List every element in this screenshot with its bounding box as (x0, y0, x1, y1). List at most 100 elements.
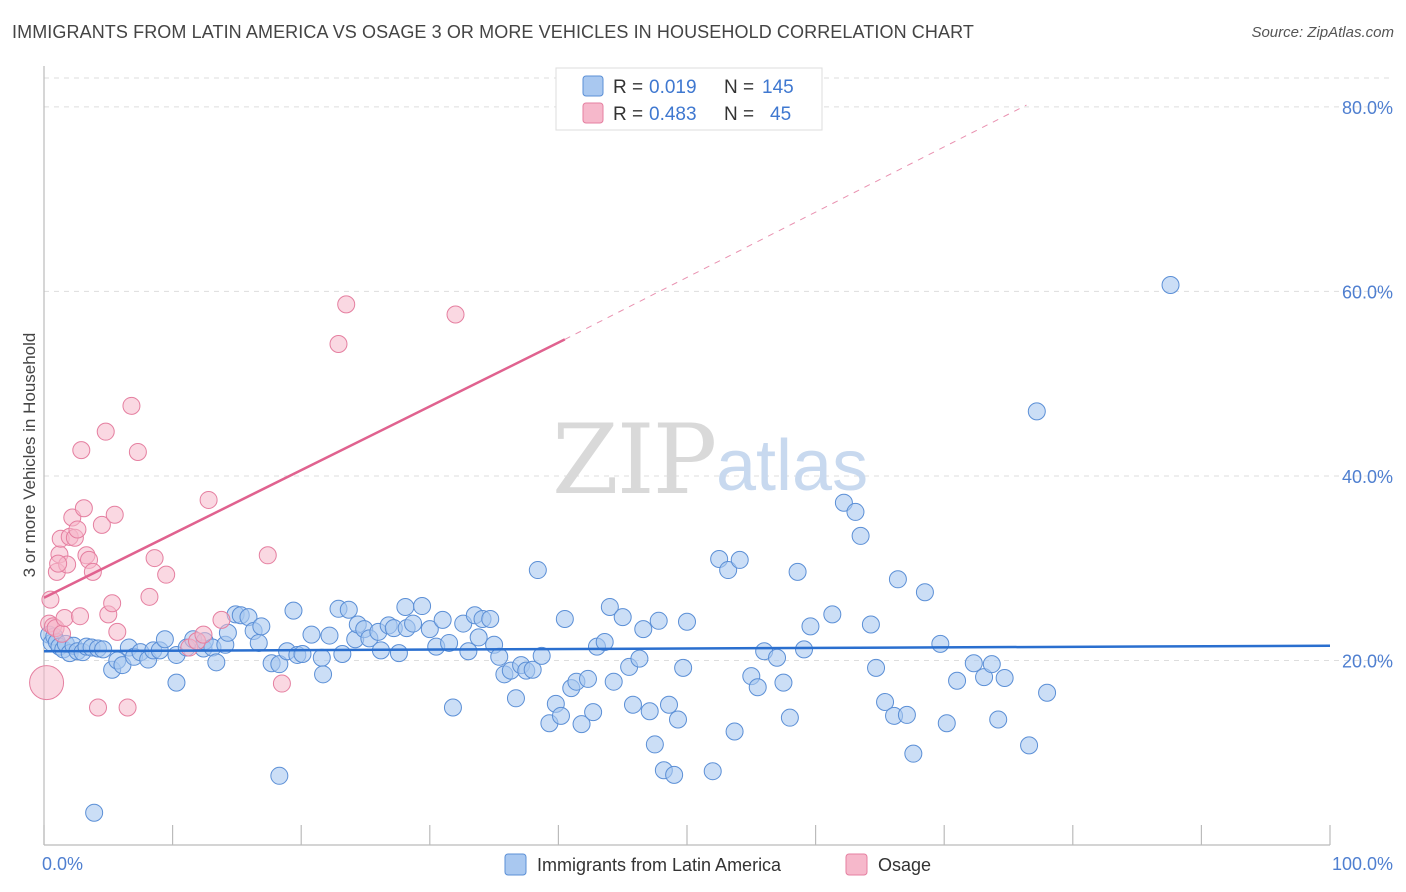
series-legend-label-immigrants: Immigrants from Latin America (537, 855, 782, 875)
data-point-immigrants (915, 583, 934, 602)
data-point-immigrants (982, 655, 1001, 674)
data-point-immigrants (678, 612, 696, 631)
data-point-osage (72, 441, 91, 460)
data-point-immigrants (481, 609, 500, 628)
legend-r-label: R = (613, 77, 643, 98)
watermark-atlas-text: atlas (716, 426, 868, 506)
legend-r-label: R = (613, 104, 643, 125)
x-tick-label-max: 100.0% (1332, 854, 1393, 874)
data-point-immigrants (155, 630, 174, 649)
data-point-immigrants (719, 561, 738, 580)
data-point-immigrants (469, 628, 488, 647)
data-point-immigrants (645, 735, 664, 754)
data-point-immigrants (995, 669, 1014, 688)
data-point-immigrants (604, 672, 623, 691)
watermark: ZIP atlas (552, 404, 868, 516)
data-point-immigrants (801, 617, 820, 636)
data-point-osage (329, 335, 348, 354)
series-osage-points (29, 295, 465, 717)
data-point-immigrants (293, 645, 312, 664)
data-point-osage (92, 515, 111, 534)
data-point-immigrants (659, 695, 678, 714)
data-point-immigrants (630, 649, 649, 668)
data-point-immigrants (931, 634, 950, 653)
data-point-immigrants (389, 644, 408, 663)
legend-n-label: N = (724, 104, 754, 125)
chart-title: IMMIGRANTS FROM LATIN AMERICA VS OSAGE 3… (12, 22, 974, 42)
data-point-immigrants (94, 640, 113, 659)
data-point-immigrants (851, 526, 870, 545)
data-point-immigrants (634, 620, 653, 639)
data-point-immigrants (252, 617, 271, 636)
data-point-osage (128, 442, 147, 461)
data-point-immigrants (578, 669, 597, 688)
legend-swatch-blue (582, 75, 604, 97)
data-point-immigrants (1038, 683, 1057, 702)
data-point-osage (337, 295, 356, 314)
data-point-immigrants (312, 648, 331, 667)
data-point-immigrants (623, 695, 642, 714)
data-point-immigrants (440, 633, 459, 652)
data-point-osage (199, 490, 218, 509)
data-point-osage (68, 520, 87, 539)
watermark-zip-text: ZIP (552, 404, 715, 516)
trend-line-osage-extension (564, 104, 1027, 340)
data-point-immigrants (333, 645, 352, 664)
y-tick-label: 20.0% (1342, 651, 1393, 671)
y-tick-labels: 20.0% 40.0% 60.0% 80.0% (1342, 98, 1393, 672)
data-point-immigrants (302, 625, 321, 644)
legend-n-value: 145 (762, 77, 794, 98)
data-point-immigrants (404, 614, 423, 633)
data-point-osage (105, 505, 124, 524)
data-point-osage (96, 422, 115, 441)
data-point-immigrants (730, 550, 749, 569)
data-point-immigrants (443, 698, 462, 717)
data-point-immigrants (876, 692, 895, 711)
legend-n-label: N = (724, 77, 754, 98)
data-point-osage (89, 698, 108, 717)
data-point-immigrants (490, 647, 509, 666)
data-point-immigrants (1027, 402, 1046, 421)
data-point-immigrants (888, 570, 907, 589)
data-point-immigrants (937, 714, 956, 733)
series-immigrants-points (40, 275, 1180, 822)
data-point-immigrants (528, 561, 547, 580)
data-point-immigrants (396, 597, 415, 616)
data-point-osage (145, 549, 164, 568)
series-legend: Immigrants from Latin America Osage (504, 853, 931, 876)
legend-n-value: 45 (770, 104, 791, 125)
data-point-immigrants (640, 702, 659, 721)
data-point-immigrants (555, 609, 574, 628)
legend-r-value: 0.483 (649, 104, 697, 125)
data-point-osage (140, 587, 159, 606)
data-point-osage (122, 396, 141, 415)
data-point-immigrants (867, 658, 886, 677)
axes (43, 66, 1331, 846)
grid-lines (44, 77, 1393, 661)
data-point-osage (157, 565, 176, 584)
data-point-immigrants (823, 605, 842, 624)
data-point-immigrants (989, 710, 1008, 729)
data-point-immigrants (459, 642, 478, 661)
data-point-osage (212, 610, 231, 629)
data-point-immigrants (85, 803, 104, 822)
data-point-osage (118, 698, 137, 717)
data-point-immigrants (964, 654, 983, 673)
data-point-immigrants (1161, 275, 1180, 294)
correlation-legend: R = 0.019 N = 145 R = 0.483 N = 45 (555, 67, 823, 131)
data-point-immigrants (595, 633, 614, 652)
data-point-immigrants (668, 710, 687, 729)
data-point-osage (194, 625, 213, 644)
data-point-osage (74, 499, 93, 518)
data-point-immigrants (768, 648, 787, 667)
data-point-immigrants (433, 610, 452, 629)
y-tick-label: 40.0% (1342, 467, 1393, 487)
data-point-immigrants (1020, 736, 1039, 755)
data-point-immigrants (674, 658, 693, 677)
data-point-immigrants (788, 562, 807, 581)
data-point-osage (446, 305, 465, 324)
data-point-immigrants (314, 665, 333, 684)
data-point-immigrants (339, 600, 358, 619)
data-point-immigrants (795, 640, 814, 659)
